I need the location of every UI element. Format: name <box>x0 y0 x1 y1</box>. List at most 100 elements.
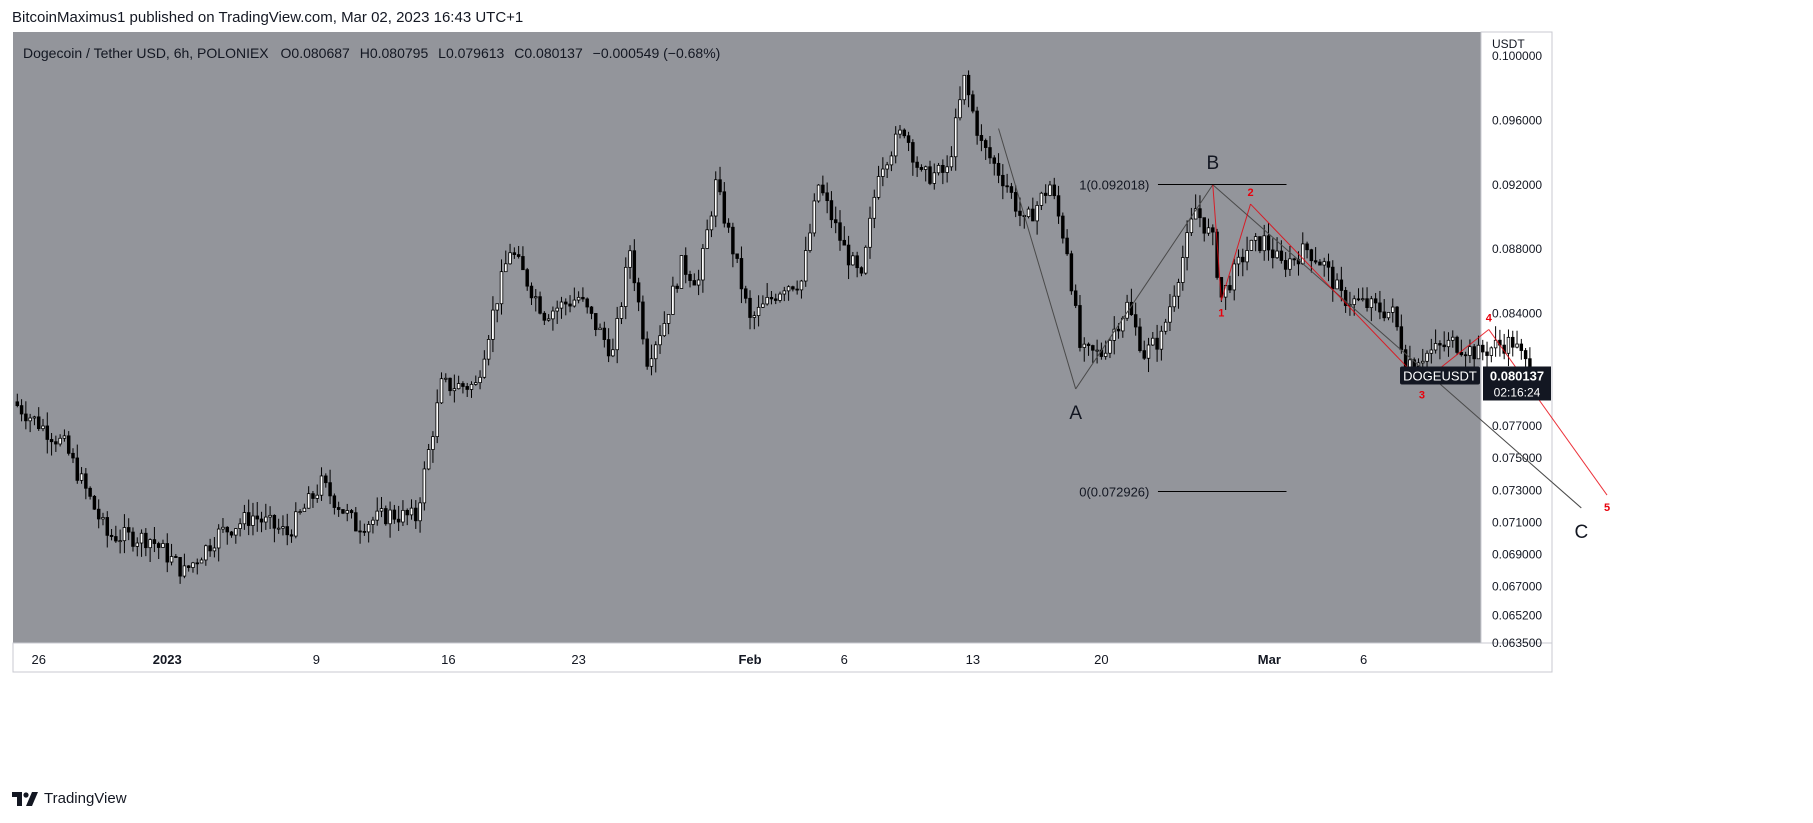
candle-down <box>795 288 799 291</box>
candle-up <box>868 217 872 248</box>
candle-down <box>1211 227 1215 233</box>
candle-up <box>431 436 435 450</box>
candle-up <box>1262 235 1266 252</box>
candle-up <box>135 542 139 547</box>
candles-group <box>15 70 1532 584</box>
wave-label-b: B <box>1206 153 1219 174</box>
candle-down <box>332 495 337 508</box>
candle-up <box>216 528 221 549</box>
candle-up <box>1159 330 1164 350</box>
candle-up <box>696 279 701 286</box>
candle-up <box>1103 352 1108 357</box>
candle-down <box>66 435 71 454</box>
candle-down <box>1481 344 1485 353</box>
candle-up <box>439 378 444 404</box>
candle-down <box>84 473 88 489</box>
y-tick-label: 0.092000 <box>1492 178 1542 192</box>
candle-up <box>534 296 538 299</box>
candle-down <box>941 164 945 173</box>
candle-up <box>654 344 658 360</box>
candle-up <box>242 512 247 525</box>
time-axis <box>12 642 1553 673</box>
candle-up <box>803 250 808 282</box>
candle-up <box>161 543 165 548</box>
x-tick-label: 2023 <box>153 652 182 667</box>
candle-down <box>186 565 191 568</box>
candle-up <box>191 562 195 568</box>
candle-down <box>1061 215 1065 239</box>
candle-up <box>315 494 319 499</box>
candle-down <box>392 509 397 520</box>
candle-up <box>628 250 632 268</box>
candle-up <box>1288 258 1292 270</box>
candle-up <box>1095 349 1099 352</box>
candle-up <box>486 339 491 360</box>
fib-level-label: 1(0.092018) <box>1079 177 1149 192</box>
y-tick-label: 0.071000 <box>1492 515 1542 529</box>
candle-up <box>624 266 628 307</box>
y-tick-label: 0.073000 <box>1492 483 1542 497</box>
candle-down <box>675 285 679 289</box>
candle-up <box>1476 344 1481 360</box>
candle-down <box>1463 354 1468 357</box>
candle-down <box>521 256 525 271</box>
candle-down <box>684 255 688 275</box>
candle-up <box>671 285 675 315</box>
candle-up <box>1253 236 1258 241</box>
candle-up <box>945 166 949 173</box>
candle-up <box>1335 279 1339 290</box>
candle-up <box>1236 256 1241 265</box>
candle-down <box>246 512 251 526</box>
price-axis <box>1480 31 1553 644</box>
candle-down <box>744 288 748 299</box>
candle-down <box>838 222 842 241</box>
y-tick-label: 0.084000 <box>1492 306 1542 320</box>
candle-up <box>559 301 564 309</box>
candle-down <box>1378 302 1382 313</box>
candle-down <box>1365 298 1369 308</box>
candle-down <box>632 250 637 284</box>
candle-up <box>1189 218 1194 234</box>
candle-up <box>169 556 174 563</box>
candle-down <box>564 301 568 305</box>
candle-down <box>769 296 774 300</box>
candle-down <box>131 531 135 547</box>
candle-up <box>786 286 791 292</box>
low-label: L <box>438 45 446 61</box>
candle-down <box>726 222 731 228</box>
candle-up <box>469 383 474 390</box>
candle-up <box>1245 250 1249 263</box>
candle-up <box>508 252 512 265</box>
candle-up <box>1163 321 1168 332</box>
candle-down <box>208 545 212 552</box>
candle-up <box>122 527 127 542</box>
candle-down <box>414 507 418 522</box>
open-value: 0.080687 <box>291 45 350 61</box>
candle-down <box>1091 345 1095 351</box>
candle-up <box>474 382 478 385</box>
wave-count-line <box>1220 203 1251 301</box>
candle-up <box>366 523 371 533</box>
candle-up <box>615 318 619 351</box>
candle-up <box>812 200 817 234</box>
candle-down <box>911 142 915 163</box>
candle-up <box>478 376 482 384</box>
tradingview-logo[interactable]: TradingView <box>12 790 127 807</box>
candle-down <box>602 327 607 340</box>
candle-down <box>1133 314 1138 328</box>
candle-down <box>71 452 75 459</box>
candle-up <box>709 215 714 231</box>
candle-down <box>1013 192 1018 212</box>
candle-up <box>1493 339 1498 349</box>
candle-down <box>589 306 594 314</box>
candle-up <box>148 539 152 549</box>
candle-down <box>594 313 598 331</box>
candle-down <box>461 383 465 387</box>
candle-down <box>1018 210 1022 216</box>
candle-down <box>255 515 259 520</box>
candle-up <box>1391 306 1395 313</box>
y-tick-label: 0.096000 <box>1492 113 1542 127</box>
candle-down <box>1009 186 1014 193</box>
high-label: H <box>359 45 370 61</box>
